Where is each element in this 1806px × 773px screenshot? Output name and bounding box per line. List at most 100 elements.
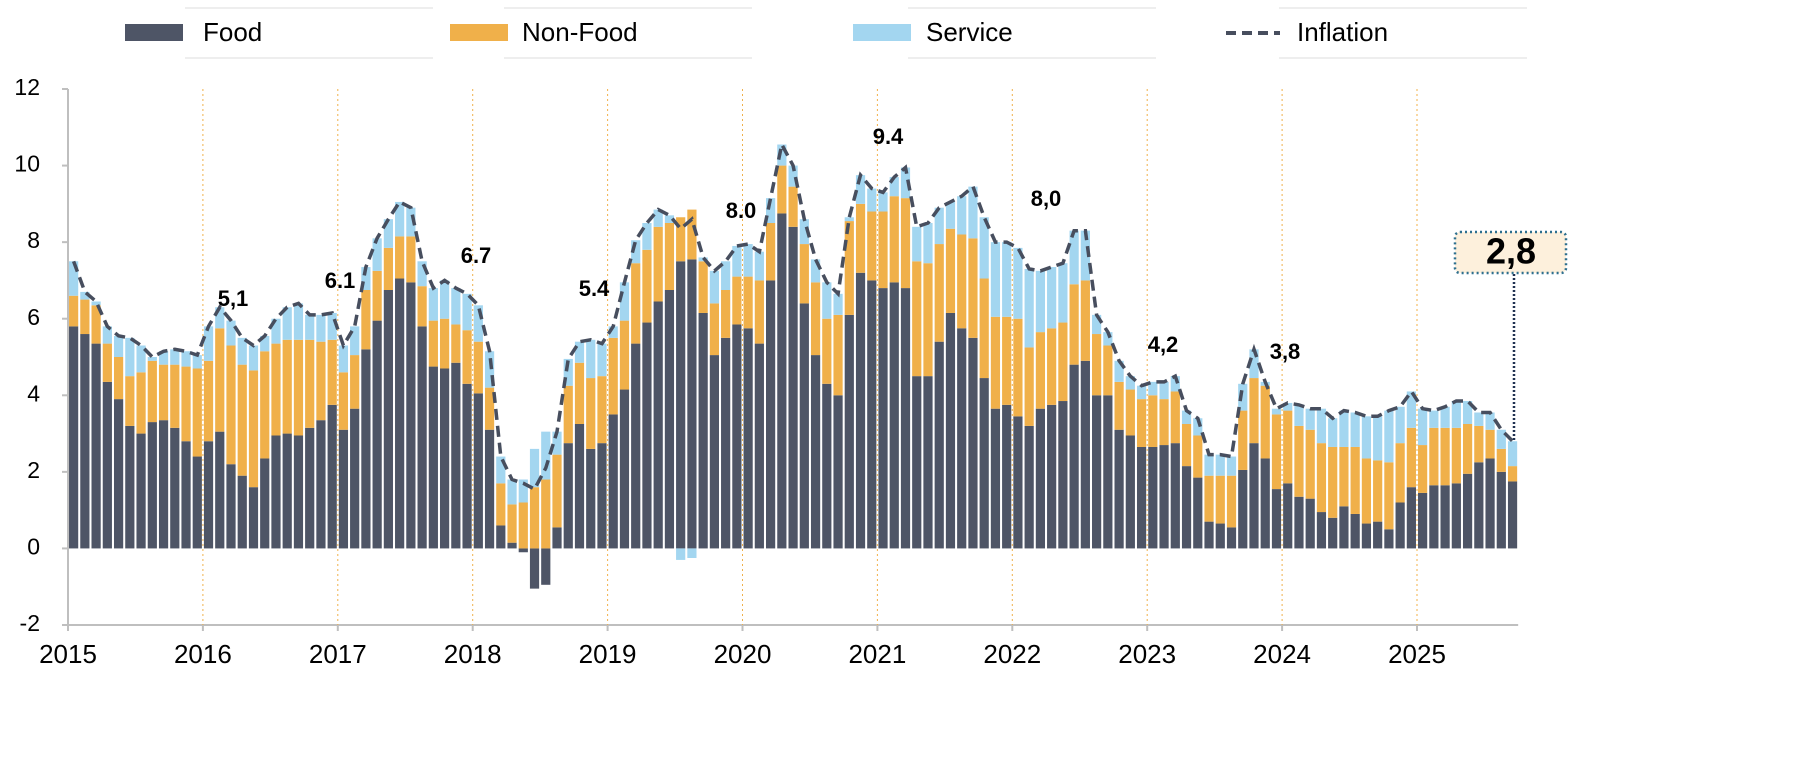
bar	[1058, 322, 1068, 402]
bar	[1316, 512, 1327, 549]
bar	[1058, 263, 1068, 323]
bar	[912, 226, 922, 262]
bar	[181, 351, 191, 367]
bar	[226, 464, 236, 549]
bar	[248, 487, 259, 549]
bar	[215, 307, 225, 329]
bar	[1395, 443, 1405, 503]
bar	[1080, 230, 1090, 281]
x-tick-label: 2024	[1253, 639, 1311, 669]
bar	[248, 370, 259, 488]
bar	[1440, 406, 1450, 428]
bar	[1350, 446, 1360, 514]
bar	[439, 368, 450, 549]
bar	[282, 339, 292, 434]
bar	[1013, 318, 1023, 417]
bar	[451, 288, 461, 325]
bar	[1496, 471, 1506, 549]
bar	[766, 280, 776, 549]
bar	[462, 330, 472, 384]
bar	[181, 366, 191, 442]
bar	[788, 226, 798, 549]
bar	[518, 548, 528, 553]
bar	[642, 223, 652, 250]
bar	[586, 448, 596, 549]
bar	[1418, 492, 1428, 549]
bar	[1215, 475, 1225, 524]
bar	[1440, 485, 1450, 549]
bar	[867, 188, 877, 212]
bar	[1069, 284, 1079, 365]
bar	[1283, 410, 1293, 484]
bar	[1170, 443, 1180, 549]
bar	[1361, 458, 1372, 524]
bar	[439, 280, 450, 319]
bar	[428, 366, 438, 549]
bar	[957, 234, 967, 329]
bar	[473, 305, 483, 342]
bar	[586, 339, 596, 379]
annotation: 6.7	[461, 243, 492, 268]
bar	[1271, 414, 1282, 490]
legend-label: Non-Food	[522, 17, 638, 47]
bar	[1170, 376, 1180, 392]
legend-label: Food	[203, 17, 262, 47]
bar	[912, 261, 922, 377]
bar	[507, 542, 517, 549]
bar	[563, 385, 573, 444]
bar	[1024, 268, 1034, 348]
bar	[563, 358, 573, 386]
bar	[237, 337, 247, 365]
bar	[1271, 489, 1282, 549]
bar	[923, 376, 933, 549]
bar	[417, 261, 427, 287]
bar	[271, 435, 281, 549]
bar	[1474, 425, 1484, 463]
bar	[1485, 412, 1495, 430]
x-tick-label: 2020	[714, 639, 772, 669]
bar	[518, 502, 528, 549]
bar	[979, 217, 989, 279]
bar	[91, 305, 101, 344]
bar	[1384, 529, 1394, 549]
bar	[687, 209, 697, 260]
bar	[158, 351, 169, 365]
bar	[541, 548, 551, 585]
bar	[1350, 513, 1360, 549]
bar	[507, 504, 517, 543]
bar	[350, 355, 360, 409]
x-tick-label: 2019	[579, 639, 637, 669]
bar	[215, 328, 225, 432]
bar	[361, 267, 371, 290]
bar	[1024, 347, 1034, 426]
bar	[181, 441, 191, 549]
bar	[833, 293, 843, 315]
bar	[226, 320, 236, 346]
inflation-line	[71, 139, 1514, 492]
bar	[1316, 443, 1327, 513]
bar	[631, 240, 641, 264]
bar	[1103, 332, 1113, 346]
bar	[192, 355, 202, 369]
bar	[496, 456, 506, 484]
y-tick-label: -2	[20, 610, 40, 636]
bar	[1193, 477, 1203, 549]
bar	[170, 427, 180, 549]
bar	[957, 328, 967, 549]
legend-swatch	[450, 24, 508, 41]
bar	[676, 548, 686, 560]
bar	[529, 487, 540, 549]
bar	[1238, 383, 1248, 411]
bar	[1114, 429, 1124, 549]
bar	[1170, 391, 1180, 444]
bar	[1249, 349, 1259, 379]
bar	[1451, 427, 1461, 484]
bar	[316, 420, 326, 549]
bar	[889, 177, 899, 197]
bar	[900, 288, 911, 549]
bar	[226, 345, 236, 465]
bar	[1350, 412, 1360, 447]
bar	[687, 259, 697, 549]
bar	[990, 316, 1001, 409]
